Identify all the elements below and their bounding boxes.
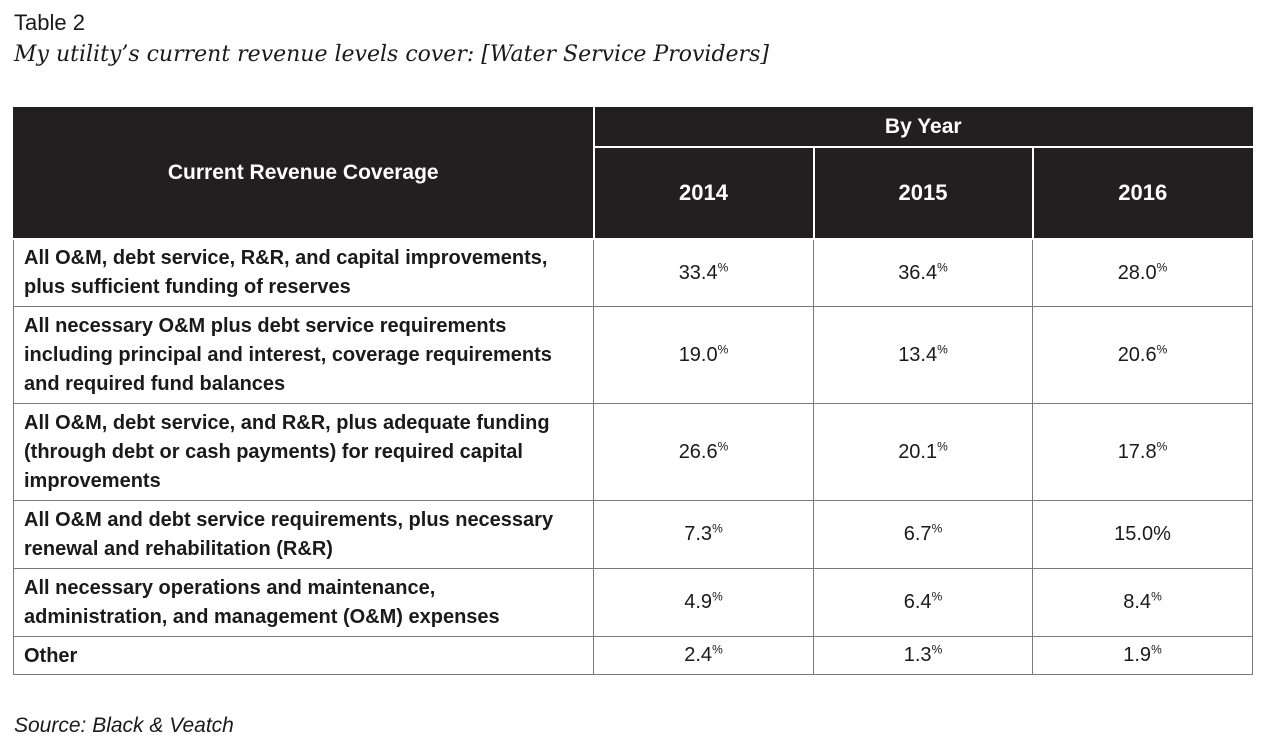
table-row: All necessary O&M plus debt service requ… [13, 306, 1253, 404]
row-label: All O&M and debt service requirements, p… [13, 500, 594, 569]
cell-2016: 15.0% [1032, 500, 1253, 569]
table-row: All necessary operations and maintenance… [13, 568, 1253, 637]
cell-2014: 7.3% [593, 500, 814, 569]
cell-2014: 33.4% [593, 238, 814, 307]
table-row: All O&M, debt service, R&R, and capital … [13, 238, 1253, 307]
row-label: All O&M, debt service, R&R, and capital … [13, 238, 594, 307]
header-year-2016: 2016 [1031, 146, 1253, 240]
cell-2015: 36.4% [813, 238, 1033, 307]
revenue-coverage-table: Current Revenue Coverage By Year 2014 20… [13, 107, 1253, 675]
table-title: My utility’s current revenue levels cove… [14, 42, 769, 67]
cell-2016: 1.9% [1032, 636, 1253, 675]
cell-2016: 17.8% [1032, 403, 1253, 501]
source-note: Source: Black & Veatch [14, 714, 234, 737]
row-label: All necessary operations and maintenance… [13, 568, 594, 637]
row-label: All necessary O&M plus debt service requ… [13, 306, 594, 404]
cell-2016: 28.0% [1032, 238, 1253, 307]
row-label: All O&M, debt service, and R&R, plus ade… [13, 403, 594, 501]
header-by-year: By Year [592, 107, 1253, 148]
table-row: Other 2.4% 1.3% 1.9% [13, 636, 1253, 675]
cell-2014: 2.4% [593, 636, 814, 675]
cell-2015: 1.3% [813, 636, 1033, 675]
table-row: All O&M and debt service requirements, p… [13, 500, 1253, 569]
cell-2015: 6.4% [813, 568, 1033, 637]
table-label: Table 2 [14, 10, 85, 35]
cell-2015: 20.1% [813, 403, 1033, 501]
cell-2015: 6.7% [813, 500, 1033, 569]
cell-2014: 26.6% [593, 403, 814, 501]
cell-2016: 8.4% [1032, 568, 1253, 637]
row-label: Other [13, 636, 594, 675]
header-year-2015: 2015 [812, 146, 1034, 240]
cell-2014: 4.9% [593, 568, 814, 637]
cell-2015: 13.4% [813, 306, 1033, 404]
header-current-revenue-coverage: Current Revenue Coverage [13, 107, 595, 240]
header-year-2014: 2014 [592, 146, 815, 240]
table-row: All O&M, debt service, and R&R, plus ade… [13, 403, 1253, 501]
cell-2014: 19.0% [593, 306, 814, 404]
cell-2016: 20.6% [1032, 306, 1253, 404]
